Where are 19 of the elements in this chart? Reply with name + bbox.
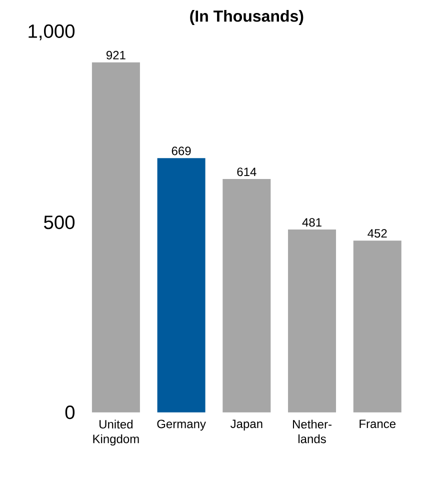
data-label: 921 xyxy=(106,50,126,60)
y-tick-label: 1,000 xyxy=(28,24,75,40)
chart-title: (In Thousands) xyxy=(190,10,304,25)
bar xyxy=(288,230,336,412)
y-tick-label: 0 xyxy=(65,406,75,420)
x-tick-label: Japan xyxy=(230,420,262,430)
y-tick-label: 500 xyxy=(44,216,75,230)
bar xyxy=(222,179,271,412)
x-tick-label: United Kingdom xyxy=(93,420,139,446)
data-label: 452 xyxy=(368,229,387,238)
bar xyxy=(157,158,206,412)
data-label: 669 xyxy=(172,146,191,156)
bar xyxy=(353,240,402,412)
data-label: 614 xyxy=(237,168,256,176)
x-tick-label: Nether-lands xyxy=(292,420,332,444)
data-label: 481 xyxy=(302,218,322,227)
x-tick-label: France xyxy=(360,420,396,428)
x-tick-label: Germany xyxy=(157,420,206,431)
bar xyxy=(92,62,140,412)
